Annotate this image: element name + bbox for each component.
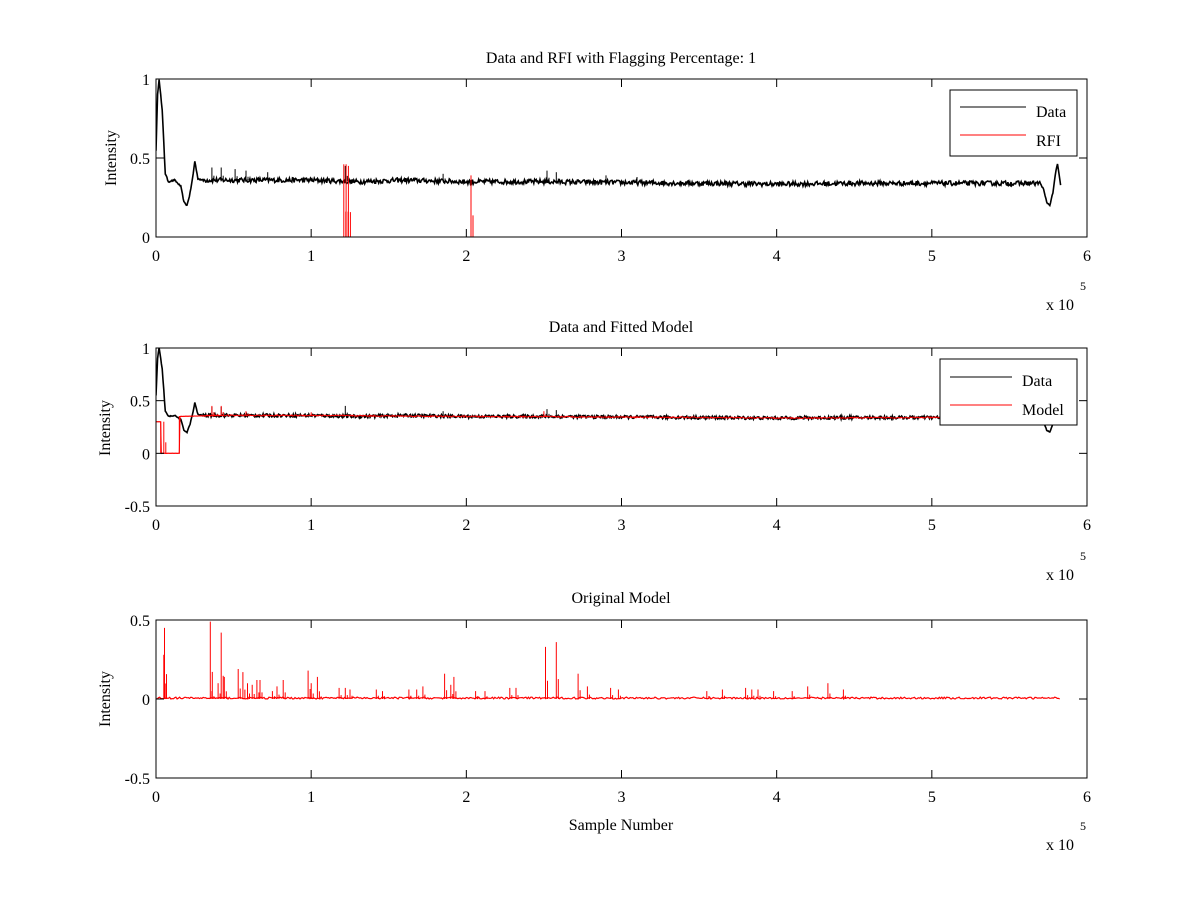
x-tick-label: 0 [152, 248, 160, 265]
x-exponent: 5 [1080, 819, 1086, 833]
x-exponent-label: x 10 [1046, 837, 1074, 854]
series-layer [156, 348, 1062, 455]
y-tick-label: 1 [142, 341, 150, 358]
x-exponent: 5 [1080, 279, 1086, 293]
series-model [156, 405, 1025, 455]
x-tick-label: 3 [618, 517, 626, 534]
x-tick-label: 4 [773, 248, 781, 265]
subplot-title: Data and RFI with Flagging Percentage: 1 [486, 50, 756, 67]
x-tick-label: 0 [152, 789, 160, 806]
y-tick-label: 0 [142, 446, 150, 463]
x-exponent-label: x 10 [1046, 297, 1074, 314]
y-tick-label: -0.5 [125, 499, 150, 516]
subplot-title: Original Model [571, 590, 671, 607]
x-tick-label: 1 [307, 789, 315, 806]
y-tick-label: 1 [142, 72, 150, 89]
legend-box [939, 358, 1078, 426]
x-tick-label: 6 [1083, 517, 1091, 534]
x-exponent: 5 [1080, 549, 1086, 563]
y-tick-label: 0.5 [130, 151, 150, 168]
series-layer [156, 621, 1060, 701]
x-axis-label: Sample Number [569, 817, 674, 834]
x-tick-label: 2 [462, 517, 470, 534]
y-tick-label: 0 [142, 692, 150, 709]
x-tick-label: 5 [928, 789, 936, 806]
y-axis-label: Intensity [97, 671, 114, 727]
x-tick-label: 2 [462, 789, 470, 806]
series-line [156, 79, 1062, 208]
y-tick-label: 0.5 [130, 394, 150, 411]
y-tick-label: -0.5 [125, 771, 150, 788]
legend-label-data: Data [1022, 373, 1052, 390]
axes-frame [155, 619, 1088, 779]
x-tick-label: 5 [928, 517, 936, 534]
legend-label-rfi: RFI [1036, 133, 1061, 150]
series-line [156, 413, 1025, 455]
x-tick-label: 0 [152, 517, 160, 534]
model-step [156, 414, 219, 454]
subplot-data-rfi: Data and RFI with Flagging Percentage: 1… [103, 50, 1091, 314]
series-rfi [343, 164, 474, 237]
y-tick-label: 0.5 [130, 613, 150, 630]
axes-frame [155, 347, 1088, 507]
subplot-original-model: Original Model Intensity 0 1 2 3 4 5 6-0.500.5… [97, 590, 1091, 854]
y-axis-label: Intensity [103, 130, 120, 186]
x-tick-label: 6 [1083, 789, 1091, 806]
x-tick-label: 6 [1083, 248, 1091, 265]
x-tick-label: 3 [618, 789, 626, 806]
x-exponent-label: x 10 [1046, 567, 1074, 584]
legend: Data RFI [949, 89, 1078, 157]
series-data [156, 79, 1062, 208]
x-tick-label: 2 [462, 248, 470, 265]
x-tick-label: 4 [773, 517, 781, 534]
series-line [156, 696, 1060, 701]
x-tick-label: 1 [307, 248, 315, 265]
legend-label-data: Data [1036, 104, 1066, 121]
legend: Data Model [939, 358, 1078, 426]
legend-box [949, 89, 1078, 157]
legend-label-model: Model [1022, 402, 1064, 419]
x-tick-label: 5 [928, 248, 936, 265]
y-axis-label: Intensity [97, 400, 114, 456]
x-tick-label: 4 [773, 789, 781, 806]
subplot-data-model: Data and Fitted Model Intensity 0 1 2 3 4 5 6 -… [97, 319, 1091, 584]
plot-area [156, 621, 1060, 701]
x-tick-label: 1 [307, 517, 315, 534]
plot-area [156, 348, 1062, 455]
subplot-title: Data and Fitted Model [549, 319, 694, 336]
axes-frame [155, 78, 1088, 238]
x-tick-label: 3 [618, 248, 626, 265]
plot-area [156, 79, 1062, 237]
y-tick-label: 0 [142, 230, 150, 247]
series-series [156, 621, 1060, 701]
series-layer [156, 79, 1062, 237]
